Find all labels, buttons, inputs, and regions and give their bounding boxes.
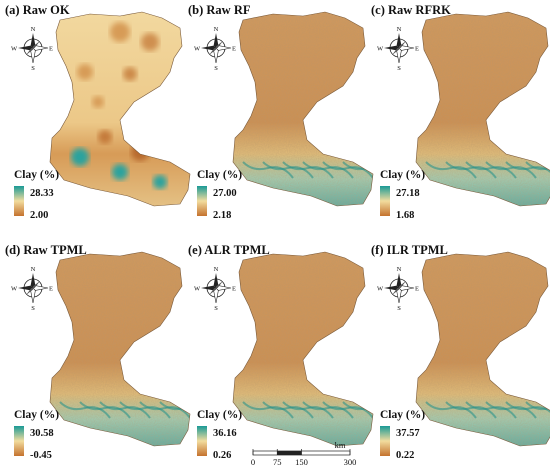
compass-w: W bbox=[194, 46, 201, 53]
scale-tick: 0 bbox=[251, 457, 255, 467]
region-map bbox=[232, 251, 374, 447]
compass-s: S bbox=[397, 65, 401, 72]
legend-colorbar bbox=[197, 426, 207, 456]
compass-s: S bbox=[397, 305, 401, 312]
compass-s: S bbox=[31, 65, 35, 72]
scale-tick: 75 bbox=[273, 457, 282, 467]
compass-e: E bbox=[415, 286, 419, 293]
legend: Clay (%) 36.16 0.26 bbox=[197, 409, 242, 461]
compass-icon: N S E W bbox=[194, 26, 236, 72]
legend-colorbar bbox=[197, 186, 207, 216]
legend-max-value: 27.00 bbox=[213, 188, 237, 199]
legend-min-value: 0.26 bbox=[213, 450, 231, 461]
map-panel-a: (a) Raw OK N S E W Clay (%) 28.33 2.00 bbox=[5, 3, 191, 221]
legend-title: Clay (%) bbox=[14, 409, 59, 421]
compass-e: E bbox=[49, 46, 53, 53]
region-map bbox=[415, 251, 550, 447]
compass-w: W bbox=[194, 286, 201, 293]
panel-title: (c) Raw RFRK bbox=[371, 3, 451, 17]
compass-n: N bbox=[214, 26, 219, 33]
compass-e: E bbox=[232, 46, 236, 53]
map-panel-d: (d) Raw TPML N S E W Clay (%) 30.58 -0.45 bbox=[5, 243, 191, 461]
legend-title: Clay (%) bbox=[380, 169, 425, 181]
region-map bbox=[49, 11, 191, 207]
compass-s: S bbox=[31, 305, 35, 312]
legend-max-value: 36.16 bbox=[213, 428, 237, 439]
compass-e: E bbox=[415, 46, 419, 53]
compass-n: N bbox=[214, 266, 219, 273]
map-panel-e: (e) ALR TPML N S E W Clay (%) 36.16 0.26 bbox=[188, 243, 374, 461]
legend-title: Clay (%) bbox=[197, 409, 242, 421]
compass-n: N bbox=[31, 26, 36, 33]
scale-tick: 300 bbox=[344, 457, 357, 467]
compass-s: S bbox=[214, 65, 218, 72]
compass-w: W bbox=[377, 46, 384, 53]
legend-min-value: 0.22 bbox=[396, 450, 414, 461]
legend: Clay (%) 28.33 2.00 bbox=[14, 169, 59, 221]
legend-min-value: 2.00 bbox=[30, 210, 48, 221]
legend-title: Clay (%) bbox=[197, 169, 242, 181]
panel-title: (d) Raw TPML bbox=[5, 243, 87, 257]
compass-icon: N S E W bbox=[11, 26, 53, 72]
compass-icon: N S E W bbox=[11, 266, 53, 312]
legend-colorbar bbox=[14, 426, 24, 456]
compass-icon: N S E W bbox=[377, 26, 419, 72]
panel-title: (a) Raw OK bbox=[5, 3, 70, 17]
compass-n: N bbox=[397, 26, 402, 33]
panel-title: (e) ALR TPML bbox=[188, 243, 270, 257]
panel-title: (b) Raw RF bbox=[188, 3, 251, 17]
compass-s: S bbox=[214, 305, 218, 312]
legend-max-value: 28.33 bbox=[30, 188, 54, 199]
compass-icon: N S E W bbox=[377, 266, 419, 312]
panel-title: (f) ILR TPML bbox=[371, 243, 448, 257]
compass-w: W bbox=[11, 286, 18, 293]
scale-bar: 0 75 150 300 km bbox=[251, 440, 357, 467]
legend: Clay (%) 27.00 2.18 bbox=[197, 169, 242, 221]
legend-max-value: 30.58 bbox=[30, 428, 54, 439]
legend-min-value: -0.45 bbox=[30, 450, 52, 461]
map-panel-c: (c) Raw RFRK N S E W Clay (%) 27.18 1.68 bbox=[371, 3, 550, 221]
compass-n: N bbox=[31, 266, 36, 273]
legend-min-value: 2.18 bbox=[213, 210, 231, 221]
legend: Clay (%) 30.58 -0.45 bbox=[14, 409, 59, 461]
legend-max-value: 37.57 bbox=[396, 428, 420, 439]
map-panel-b: (b) Raw RF N S E W Clay (%) 27.00 2.18 bbox=[188, 3, 374, 221]
compass-w: W bbox=[377, 286, 384, 293]
scale-unit: km bbox=[335, 440, 346, 450]
compass-w: W bbox=[11, 46, 18, 53]
legend-min-value: 1.68 bbox=[396, 210, 414, 221]
compass-e: E bbox=[49, 286, 53, 293]
compass-n: N bbox=[397, 266, 402, 273]
legend-colorbar bbox=[380, 186, 390, 216]
compass-e: E bbox=[232, 286, 236, 293]
legend-max-value: 27.18 bbox=[396, 188, 420, 199]
legend-colorbar bbox=[380, 426, 390, 456]
legend: Clay (%) 37.57 0.22 bbox=[380, 409, 425, 461]
region-map bbox=[232, 11, 374, 207]
region-map bbox=[49, 251, 191, 447]
compass-icon: N S E W bbox=[194, 266, 236, 312]
legend-title: Clay (%) bbox=[14, 169, 59, 181]
legend-title: Clay (%) bbox=[380, 409, 425, 421]
legend: Clay (%) 27.18 1.68 bbox=[380, 169, 425, 221]
scale-tick: 150 bbox=[295, 457, 308, 467]
region-map bbox=[415, 11, 550, 207]
map-panel-f: (f) ILR TPML N S E W Clay (%) 37.57 0.22 bbox=[371, 243, 550, 461]
legend-colorbar bbox=[14, 186, 24, 216]
